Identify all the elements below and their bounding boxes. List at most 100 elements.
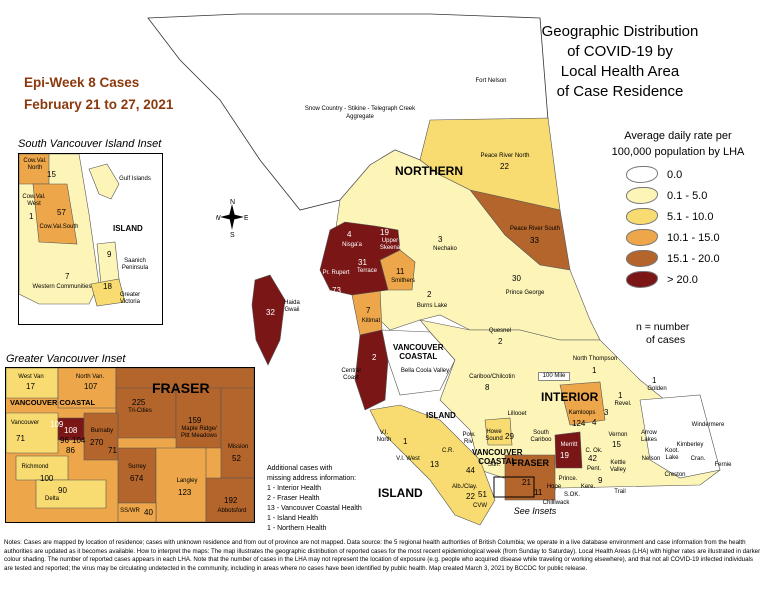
count-golden: 1 [652, 376, 657, 385]
count-terrace: 31 [358, 258, 367, 267]
gv-label-north-van: North Van. [75, 374, 105, 380]
label-north-thompson: North Thompson [572, 356, 618, 362]
label-merritt: Merritt [560, 442, 578, 448]
label-vi-west: V.I. West [396, 456, 420, 462]
region-island: ISLAND [378, 486, 423, 500]
count-merritt: 19 [560, 451, 569, 460]
count-central-coast: 2 [372, 353, 377, 362]
label-fernie: Fernie [714, 462, 732, 468]
gv-count-108: 108 [64, 426, 78, 435]
legend-heading: Average daily rate per 100,000 populatio… [598, 128, 758, 160]
additional-line-4: 2 - Fraser Health [267, 495, 320, 502]
gv-mission [220, 387, 254, 479]
label-pr-rupert: Pr. Rupert [322, 270, 350, 276]
svi-label-gulf: Gulf Islands [119, 176, 151, 182]
legend-label: 5.1 - 10.0 [667, 210, 714, 223]
gv-count-104: 104 [72, 436, 86, 445]
label-alb-clay: Alb./Clay. [452, 484, 478, 490]
label-kettle: Kettle Valley [610, 460, 626, 473]
legend-swatch [626, 229, 658, 246]
gv-vancouver [6, 412, 59, 454]
additional-line-3: 1 - Interior Health [267, 485, 322, 492]
count-fraser-21: 21 [522, 478, 531, 487]
count-smithers: 11 [396, 267, 405, 276]
gv-sswr [117, 502, 157, 522]
svi-count-victoria: 18 [103, 282, 112, 291]
legend-swatch [626, 208, 658, 225]
svi-label-western: Western Communities [32, 284, 92, 290]
label-aggregate: Aggregate [346, 114, 374, 120]
label-south-cariboo: South Cariboo [530, 430, 552, 443]
legend-item: 0.0 [598, 164, 758, 185]
count-kamloops: 124 [572, 419, 586, 428]
label-kootenay-lake: Koot. Lake [664, 448, 679, 461]
lha-vancouver-island [369, 404, 496, 526]
gv-label-maple: Maple Ridge/ Pitt Meadows [180, 426, 217, 439]
count-revel: 1 [618, 391, 623, 400]
count-haida: 32 [266, 308, 275, 317]
lha-howe-sound [484, 417, 513, 446]
compass-n: N [230, 199, 235, 206]
count-alb-clay: 22 [466, 492, 475, 501]
svi-count-saanich: 9 [107, 250, 112, 259]
footnotes: Notes: Cases are mapped by location of r… [4, 539, 761, 572]
additional-line-1: Additional cases with [267, 465, 333, 472]
region-northern: NORTHERN [395, 164, 463, 178]
count-3: 3 [604, 408, 609, 417]
gv-label-langley: Langley [176, 478, 198, 484]
label-penticton: Pent. [586, 466, 601, 472]
label-100-mile: 100 Mile [538, 372, 570, 381]
label-bella-coola: Bella Coola Valley [400, 368, 450, 374]
label-cranbrook: Cran. [690, 456, 706, 462]
count-pr-rupert: 73 [332, 286, 341, 295]
count-burns-lake: 2 [427, 290, 432, 299]
gv-count-vancouver: 71 [16, 434, 25, 443]
label-see-insets: See Insets [513, 506, 557, 516]
gv-label-abbotsford: Abbotsford [217, 508, 247, 514]
legend-swatch [626, 250, 658, 267]
count-44: 44 [466, 466, 475, 475]
legend-swatch [626, 166, 658, 183]
gv-label-surrey: Surrey [128, 464, 146, 470]
label-trail: Trail [614, 489, 626, 495]
gv-inset-title: Greater Vancouver Inset [6, 353, 126, 365]
count-prince-george: 30 [512, 274, 521, 283]
count-4: 4 [592, 418, 597, 427]
additional-line-2: missing address information: [267, 475, 357, 482]
label-cr: C.R. [442, 448, 454, 454]
gv-count-delta: 90 [58, 486, 67, 495]
legend-item: 0.1 - 5.0 [598, 185, 758, 206]
label-kimberley: Kimberley [676, 442, 704, 448]
label-kitimat: Kitimat [361, 318, 381, 324]
gv-count-sswr: 40 [144, 508, 153, 517]
count-42: 42 [588, 454, 597, 463]
svi-label-cow-west: Cow.Val. West [22, 194, 46, 207]
gv-count-mission: 52 [232, 454, 241, 463]
compass-e: E [244, 215, 248, 222]
legend-label: 10.1 - 15.0 [667, 231, 720, 244]
legend-label: 0.0 [667, 168, 683, 181]
label-sun: Sun. [487, 462, 501, 468]
label-central-ok: C. Ok. [585, 448, 603, 454]
region-fraser-main: FRASER [512, 458, 550, 468]
label-terrace: Terrace [356, 268, 377, 274]
label-creston: Creston [664, 472, 686, 478]
count-cariboo: 8 [485, 383, 490, 392]
label-revel: Revel. [614, 401, 632, 407]
legend: Average daily rate per 100,000 populatio… [598, 128, 758, 290]
gv-abbotsford [205, 477, 254, 522]
svi-count-cow-west: 1 [29, 212, 34, 221]
label-vernon: Vernon [608, 432, 628, 438]
title-line-3: Local Health Area [560, 63, 680, 80]
label-upper-skeena: Upper Skeena [379, 238, 401, 251]
label-vi-north: V.I. North [376, 430, 392, 443]
label-haida: Haida Gwaii [284, 300, 300, 313]
gv-label-vancouver: Vancouver [10, 420, 40, 426]
gv-langley [155, 447, 207, 522]
epi-week-label: Epi-Week 8 Cases [24, 75, 140, 90]
region-interior: INTERIOR [541, 390, 599, 404]
legend-n-note: n = number of cases [636, 321, 689, 347]
label-powell-river: Pow. Riv. [462, 432, 476, 445]
gv-label-tri-cities: Tri-Cities [128, 408, 152, 414]
